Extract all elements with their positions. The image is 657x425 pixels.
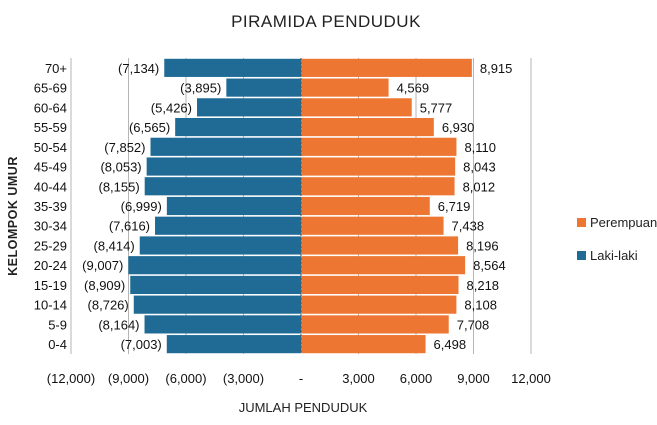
data-label-perempuan: 8,043 <box>463 160 496 175</box>
bar-perempuan <box>301 157 456 176</box>
age-group-label: 65-69 <box>34 81 67 96</box>
x-tick-label: 3,000 <box>342 371 375 386</box>
data-label-perempuan: 7,708 <box>457 317 490 332</box>
x-tick-label: - <box>299 371 303 386</box>
age-group-labels: 70+ 65-69 60-64 55-59 50-54 45-49 40-44 35-39 30… <box>34 61 67 352</box>
bars <box>128 58 472 354</box>
bar-perempuan <box>301 177 455 196</box>
x-tick-labels: (12,000) (9,000) (6,000) (3,000) - 3,000 6,000… <box>47 371 551 386</box>
data-label-perempuan: 8,915 <box>480 61 513 76</box>
y-axis-label: KELOMPOK UMUR <box>6 156 20 276</box>
age-group-label: 70+ <box>45 61 67 76</box>
bar-perempuan <box>301 315 449 334</box>
bar-perempuan <box>301 256 466 275</box>
age-group-label: 10-14 <box>34 298 67 313</box>
age-group-label: 35-39 <box>34 199 67 214</box>
data-label-laki-laki: (8,726) <box>88 298 129 313</box>
bar-perempuan <box>301 216 444 235</box>
data-label-laki-laki: (7,134) <box>118 61 159 76</box>
legend-label-laki-laki: Laki-laki <box>590 248 638 263</box>
data-label-laki-laki: (9,007) <box>82 258 123 273</box>
bar-perempuan <box>301 137 457 156</box>
data-label-laki-laki: (3,895) <box>180 81 221 96</box>
data-label-perempuan: 8,218 <box>467 278 500 293</box>
data-label-perempuan: 8,012 <box>463 179 496 194</box>
age-group-label: 45-49 <box>34 160 67 175</box>
bar-laki-laki <box>155 216 301 235</box>
legend-label-perempuan: Perempuan <box>590 215 657 230</box>
bar-laki-laki <box>175 117 301 137</box>
x-tick-label: (3,000) <box>223 371 264 386</box>
x-tick-label: (9,000) <box>108 371 149 386</box>
data-label-laki-laki: (8,053) <box>100 160 141 175</box>
age-group-label: 15-19 <box>34 278 67 293</box>
bar-laki-laki <box>150 137 301 156</box>
bar-perempuan <box>301 335 426 354</box>
bar-laki-laki <box>164 58 301 77</box>
x-tick-label: (12,000) <box>47 371 95 386</box>
bar-perempuan <box>301 295 457 314</box>
data-label-perempuan: 5,777 <box>420 100 453 115</box>
bar-perempuan <box>301 78 389 97</box>
data-label-laki-laki: (7,616) <box>109 219 150 234</box>
bar-laki-laki <box>130 275 301 295</box>
bar-perempuan <box>301 58 472 77</box>
data-label-perempuan: 7,438 <box>452 219 485 234</box>
x-tick-label: 6,000 <box>400 371 433 386</box>
data-label-laki-laki: (7,852) <box>104 140 145 155</box>
data-label-perempuan: 8,564 <box>473 258 506 273</box>
data-label-perempuan: 8,110 <box>464 140 496 155</box>
data-label-perempuan: 8,108 <box>464 298 497 313</box>
bar-perempuan <box>301 98 412 117</box>
age-group-label: 55-59 <box>34 120 67 135</box>
data-label-laki-laki: (8,155) <box>98 179 139 194</box>
data-label-laki-laki: (7,003) <box>121 337 162 352</box>
data-label-perempuan: 6,930 <box>442 120 475 135</box>
age-group-label: 50-54 <box>34 140 67 155</box>
bar-laki-laki <box>226 78 301 97</box>
age-group-label: 20-24 <box>34 258 67 273</box>
bar-laki-laki <box>166 196 301 216</box>
bar-perempuan <box>301 275 459 295</box>
bar-laki-laki <box>146 157 301 176</box>
bar-perempuan <box>301 236 459 255</box>
legend-swatch-laki-laki <box>577 251 586 260</box>
data-label-laki-laki: (6,565) <box>129 120 170 135</box>
x-axis-label: JUMLAH PENDUDUK <box>239 400 368 415</box>
legend: Perempuan Laki-laki <box>577 215 657 263</box>
legend-item-perempuan: Perempuan <box>577 215 657 230</box>
legend-swatch-perempuan <box>577 218 586 227</box>
age-group-label: 30-34 <box>34 219 67 234</box>
data-label-perempuan: 6,498 <box>434 337 467 352</box>
bar-perempuan <box>301 196 430 216</box>
bar-laki-laki <box>144 177 301 196</box>
bar-laki-laki <box>133 295 301 314</box>
bar-laki-laki <box>139 236 301 255</box>
data-label-laki-laki: (8,164) <box>98 317 139 332</box>
bar-laki-laki <box>144 315 301 334</box>
x-tick-label: (6,000) <box>165 371 206 386</box>
age-group-label: 5-9 <box>48 317 67 332</box>
data-label-perempuan: 6,719 <box>438 199 471 214</box>
data-labels: (7,134) 8,915 (3,895) 4,569 (5,426) 5,777 (6,5… <box>82 61 512 352</box>
bar-laki-laki <box>128 256 301 275</box>
age-group-label: 40-44 <box>34 179 67 194</box>
data-label-laki-laki: (5,426) <box>151 100 192 115</box>
data-label-laki-laki: (6,999) <box>121 199 162 214</box>
bar-perempuan <box>301 117 434 137</box>
data-label-laki-laki: (8,909) <box>84 278 125 293</box>
bar-laki-laki <box>166 335 301 354</box>
age-group-label: 25-29 <box>34 238 67 253</box>
age-group-label: 0-4 <box>48 337 67 352</box>
x-tick-label: 9,000 <box>457 371 490 386</box>
data-label-laki-laki: (8,414) <box>94 238 135 253</box>
x-tick-label: 12,000 <box>511 371 551 386</box>
chart-title: PIRAMIDA PENDUDUK <box>231 12 421 31</box>
data-label-perempuan: 4,569 <box>397 81 430 96</box>
age-group-label: 60-64 <box>34 100 67 115</box>
bar-laki-laki <box>197 98 301 117</box>
data-label-perempuan: 8,196 <box>466 238 499 253</box>
legend-item-laki-laki: Laki-laki <box>577 248 638 263</box>
